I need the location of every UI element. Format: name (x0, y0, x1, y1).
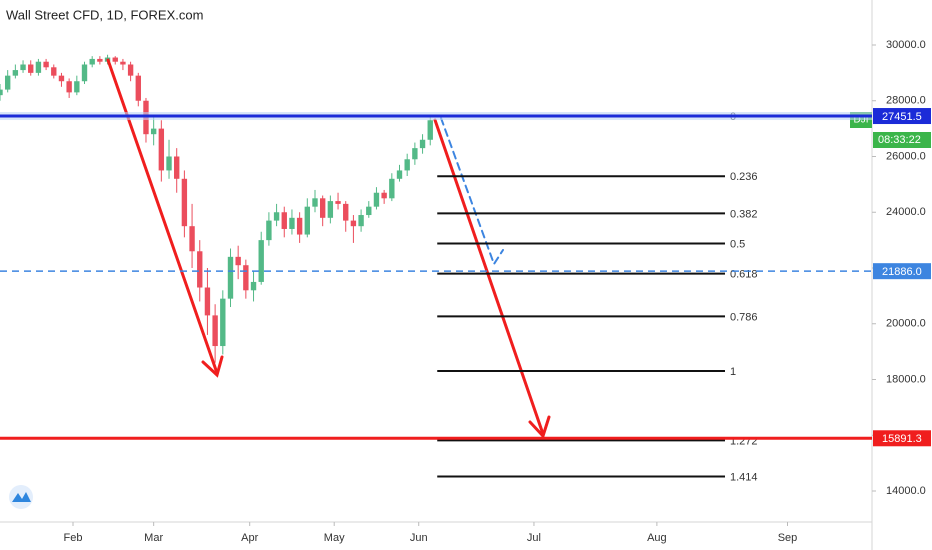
candle-body (12, 70, 19, 76)
candle-body (335, 201, 341, 204)
candle-body (212, 315, 218, 347)
candle-body (197, 251, 203, 288)
candle-body (58, 75, 65, 82)
candle-body (419, 139, 426, 149)
fib-label: 0.236 (730, 171, 758, 183)
y-tick-label: 20000.0 (886, 318, 926, 330)
x-tick-label: Jul (527, 532, 541, 544)
candle-body (181, 178, 188, 227)
price-label: 27451.5 (882, 111, 922, 123)
candle-body (343, 203, 349, 221)
price-label-box (873, 108, 931, 125)
fib-label: 0.5 (730, 238, 745, 250)
candle-body (51, 67, 57, 76)
x-tick-label: May (324, 532, 345, 544)
price-label: 15891.3 (882, 433, 922, 445)
fib-label: 1.414 (730, 471, 758, 483)
x-tick-label: Apr (241, 532, 258, 544)
candle-body (250, 281, 257, 291)
candle-body (166, 156, 172, 171)
candle-body (427, 120, 433, 140)
candle-body (358, 215, 364, 227)
candle-body (366, 206, 372, 216)
candle-body (97, 58, 103, 62)
y-tick-label: 18000.0 (886, 373, 926, 385)
candle-body (81, 64, 88, 82)
x-tick-label: Feb (64, 532, 83, 544)
logo[interactable] (9, 485, 33, 509)
plot-area (0, 54, 433, 363)
candle-body (258, 240, 264, 282)
candle-body (350, 220, 357, 227)
fib-label: 0.618 (730, 269, 758, 281)
candle-body (266, 220, 272, 241)
x-tick-label: Jun (410, 532, 428, 544)
candle-body (381, 192, 387, 199)
price-label-box (873, 263, 931, 280)
candle-body (220, 298, 226, 347)
logo-mark (12, 492, 31, 502)
candle-body (158, 128, 165, 171)
candle-body (4, 75, 11, 90)
candle-body (319, 198, 326, 218)
countdown-box (873, 132, 931, 148)
projection-path (440, 117, 504, 267)
candle-body (28, 64, 34, 73)
candle-body (174, 156, 180, 179)
candle-body (235, 256, 241, 266)
arrow-head (201, 355, 224, 378)
candle-body (243, 265, 249, 291)
arrow-head (528, 415, 551, 439)
candle-body (204, 287, 211, 316)
candle-body (304, 206, 311, 235)
candle-body (35, 61, 42, 73)
candle-body (74, 81, 80, 93)
y-tick-label: 28000.0 (886, 95, 926, 107)
chart-title: Wall Street CFD, 1D, FOREX.com (6, 7, 203, 22)
fib-label: 0.382 (730, 208, 758, 220)
y-tick-label: 14000.0 (886, 485, 926, 497)
candle-body (189, 226, 195, 252)
fib-label: 1 (730, 366, 736, 378)
countdown: 08:33:22 (878, 134, 921, 146)
candle-body (43, 61, 49, 68)
y-tick-label: 26000.0 (886, 150, 926, 162)
candle-body (120, 61, 126, 65)
candle-body (327, 201, 334, 218)
candle-body (20, 64, 26, 71)
candle-body (135, 75, 141, 101)
candle-body (150, 128, 157, 135)
x-tick-label: Sep (778, 532, 798, 544)
down-arrow (433, 118, 545, 436)
price-label: 21886.0 (882, 266, 922, 278)
x-tick-label: Mar (144, 532, 163, 544)
fib-label: 0.786 (730, 311, 758, 323)
candle-body (281, 212, 287, 229)
candle-body (312, 198, 318, 207)
candle-body (373, 192, 380, 207)
candle-body (127, 64, 134, 76)
candle-body (404, 159, 410, 171)
candle-body (396, 170, 403, 179)
candle-body (89, 58, 95, 65)
logo-circle (9, 485, 33, 509)
candle-body (227, 256, 234, 299)
candle-body (273, 212, 280, 221)
candle-body (0, 89, 3, 96)
y-tick-label: 30000.0 (886, 39, 926, 51)
candle-body (296, 217, 303, 235)
candle-body (289, 217, 295, 229)
candle-body (389, 178, 395, 199)
candle-body (112, 57, 118, 62)
x-tick-label: Aug (647, 532, 667, 544)
candle-body (66, 81, 72, 93)
price-label-box (873, 430, 931, 447)
y-tick-label: 24000.0 (886, 206, 926, 218)
symbol-badge: DJI (854, 115, 869, 126)
candle-body (412, 148, 418, 160)
